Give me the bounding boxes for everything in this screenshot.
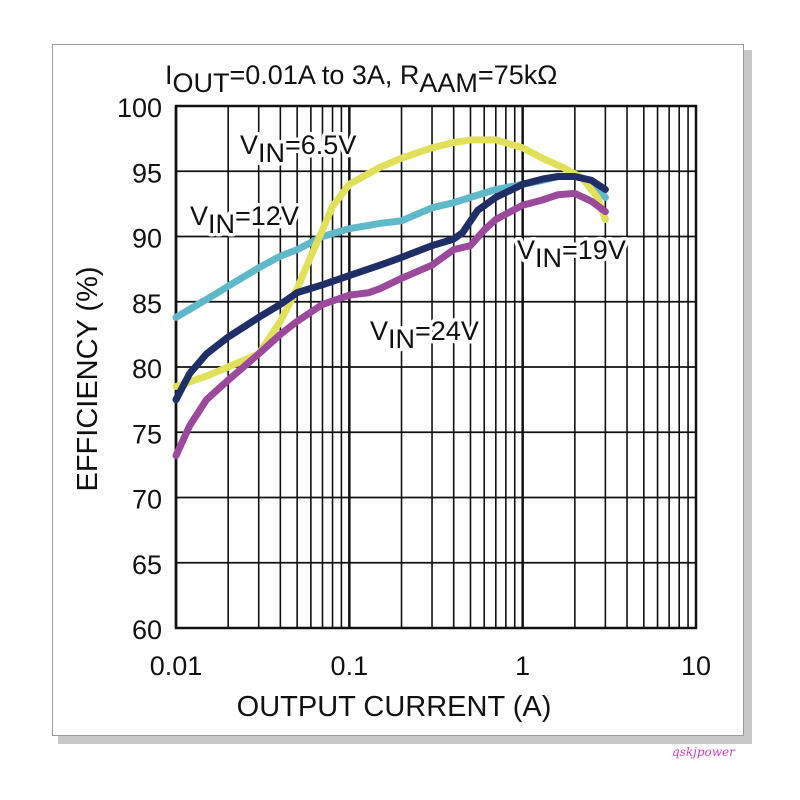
x-tick-label: 0.01 <box>150 651 203 681</box>
x-tick-label: 1 <box>515 651 530 681</box>
y-tick-label: 85 <box>132 289 162 319</box>
series-label: VIN=24V <box>370 316 479 354</box>
x-axis-label: OUTPUT CURRENT (A) <box>237 691 552 723</box>
series-line-4 <box>172 189 609 460</box>
series-line-2 <box>172 136 609 391</box>
y-tick-label: 65 <box>132 550 162 580</box>
y-tick-label: 95 <box>132 158 162 188</box>
y-axis-label: EFFICIENCY (%) <box>72 266 104 491</box>
watermark-text: qskjpower <box>672 745 735 759</box>
y-tick-label: 80 <box>132 354 162 384</box>
y-tick-label: 100 <box>117 93 162 123</box>
plot-border <box>174 104 698 630</box>
y-tick-label: 70 <box>132 485 162 515</box>
series-label-halo: VIN=19V <box>517 235 626 273</box>
x-tick-label: 0.1 <box>331 651 369 681</box>
series-label: VIN=6.5V <box>240 130 356 168</box>
x-tick-label: 10 <box>681 651 711 681</box>
series-label: VIN=12V <box>190 201 299 239</box>
series-label-halo: VIN=6.5V <box>240 130 356 168</box>
chart-title: IOUT=0.01A to 3A, RAAM=75kΩ <box>165 60 557 98</box>
series-label-halo: VIN=12V <box>190 201 299 239</box>
y-tick-label: 90 <box>132 224 162 254</box>
y-tick-label: 60 <box>132 615 162 645</box>
series-line-3 <box>172 173 609 404</box>
y-tick-label: 75 <box>132 419 162 449</box>
series-label-halo: VIN=24V <box>370 316 479 354</box>
series-label: VIN=19V <box>517 235 626 273</box>
